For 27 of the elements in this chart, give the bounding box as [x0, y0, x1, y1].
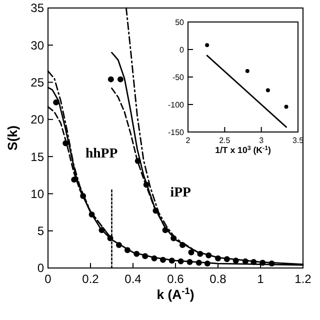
x-tick-label: 2: [186, 136, 191, 145]
x-tick-label: 0.6: [167, 272, 184, 286]
y-tick-label: 0: [37, 261, 44, 276]
x-tick-label: 0.2: [82, 272, 100, 286]
x-tick-label: 3: [259, 136, 264, 145]
x-tick-label: 2.5: [219, 136, 231, 145]
x-axis-title: k (A$^{-1}$): [156, 286, 194, 302]
y-tick-label: 50: [175, 18, 185, 27]
y-tick-label: 35: [30, 1, 44, 16]
y-axis-title: S(k): [4, 126, 20, 150]
y-tick-label: 0: [180, 45, 185, 54]
x-tick-label: 0.8: [210, 272, 227, 286]
annotation: iPP: [170, 184, 192, 200]
y-tick-label: 25: [30, 75, 44, 90]
x-tick-label: 0.4: [124, 272, 142, 286]
y-tick-label: -50: [172, 72, 185, 82]
y-tick-label: 15: [30, 150, 44, 164]
y-tick-label: -100: [168, 100, 185, 110]
annotation: hhPP: [85, 146, 118, 160]
x-tick-label: 1: [257, 272, 264, 286]
y-tick-label: 30: [30, 38, 44, 52]
x-axis-title: 1/T x 10$^{3}$ (K$^{-1}$): [215, 144, 271, 155]
x-tick-label: 1.2: [294, 272, 312, 286]
y-tick-label: 20: [30, 112, 44, 127]
y-tick-label: 10: [30, 186, 44, 201]
y-tick-label: -150: [168, 128, 185, 137]
y-tick-label: 5: [37, 224, 44, 238]
